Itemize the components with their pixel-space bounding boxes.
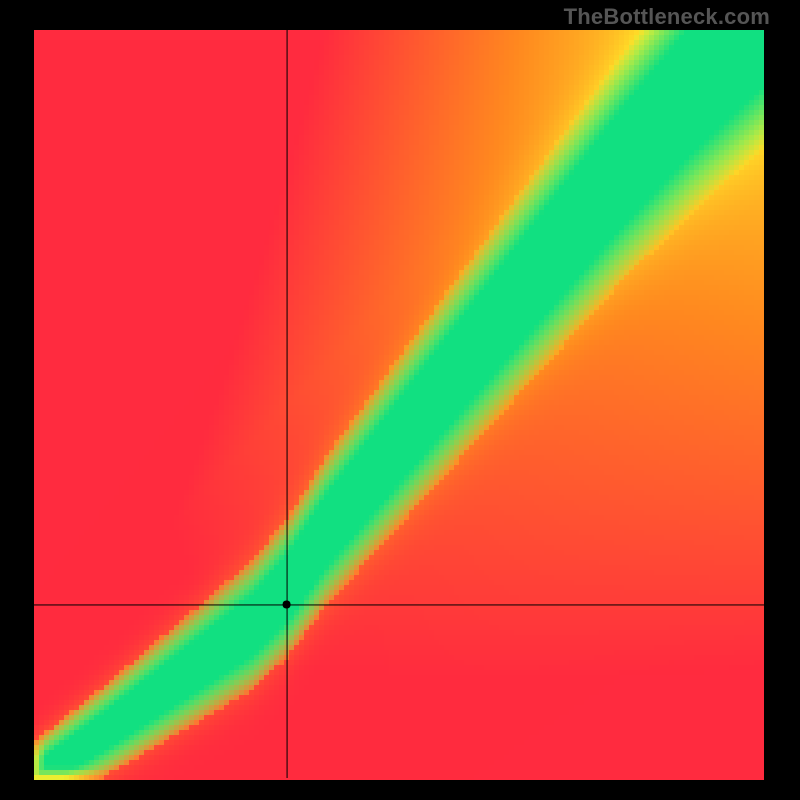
chart-frame: TheBottleneck.com [0, 0, 800, 800]
bottleneck-heatmap [0, 0, 800, 800]
